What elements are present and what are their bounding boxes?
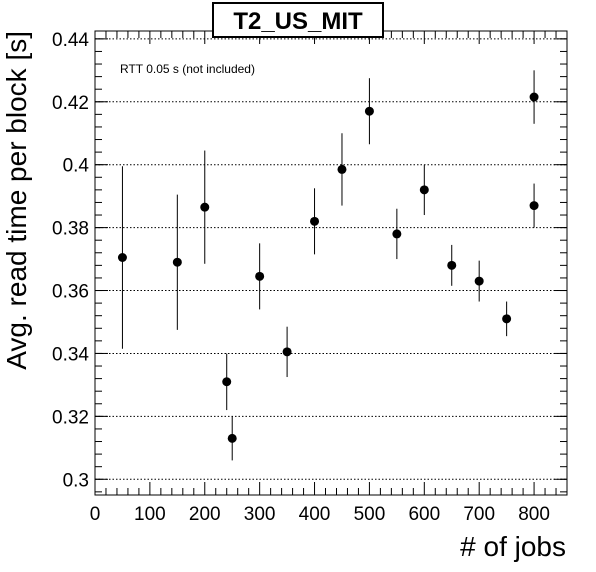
y-tick-label: 0.36 bbox=[52, 282, 89, 303]
plot-frame bbox=[94, 30, 568, 496]
y-axis-title: Avg. read time per block [s] bbox=[1, 31, 32, 370]
x-tick-label: 300 bbox=[244, 504, 276, 525]
data-point bbox=[474, 276, 484, 286]
y-tick-label: 0.32 bbox=[52, 407, 89, 428]
y-tick-label: 0.38 bbox=[52, 219, 89, 240]
x-tick-label: 600 bbox=[408, 504, 440, 525]
axis-ticks bbox=[94, 31, 568, 495]
data-point bbox=[255, 271, 265, 281]
data-point bbox=[337, 164, 347, 174]
chart-title: T2_US_MIT bbox=[233, 8, 363, 35]
y-tick-label: 0.42 bbox=[52, 93, 89, 114]
y-tick-label: 0.34 bbox=[52, 344, 89, 365]
y-tick-label: 0.3 bbox=[63, 470, 89, 491]
x-tick-label: 700 bbox=[463, 504, 495, 525]
x-tick-label: 800 bbox=[518, 504, 550, 525]
x-tick-label: 100 bbox=[134, 504, 166, 525]
x-axis-title: # of jobs bbox=[460, 531, 566, 562]
data-points bbox=[117, 70, 539, 461]
data-point bbox=[419, 185, 429, 195]
data-point bbox=[529, 92, 539, 102]
x-tick-label: 0 bbox=[90, 504, 101, 525]
rtt-annotation: RTT 0.05 s (not included) bbox=[120, 62, 255, 76]
data-point bbox=[502, 314, 512, 324]
data-point bbox=[364, 106, 374, 116]
data-point bbox=[227, 433, 237, 443]
tick-labels: 0.3 0.32 0.34 0.36 0.38 0.4 0.42 0.44 0 100 200 300… bbox=[52, 30, 550, 525]
data-point bbox=[447, 260, 457, 270]
data-point bbox=[282, 347, 292, 357]
data-point bbox=[310, 216, 320, 226]
x-tick-label: 400 bbox=[299, 504, 331, 525]
data-point bbox=[117, 252, 127, 262]
x-tick-label: 500 bbox=[354, 504, 386, 525]
data-point bbox=[172, 257, 182, 267]
data-point bbox=[392, 229, 402, 239]
y-tick-label: 0.4 bbox=[63, 156, 90, 177]
data-point bbox=[222, 377, 232, 387]
data-point bbox=[529, 201, 539, 211]
data-point bbox=[200, 202, 210, 212]
y-tick-label: 0.44 bbox=[52, 30, 89, 51]
grid-lines bbox=[95, 38, 567, 480]
title-box bbox=[212, 2, 384, 38]
x-tick-label: 200 bbox=[189, 504, 221, 525]
